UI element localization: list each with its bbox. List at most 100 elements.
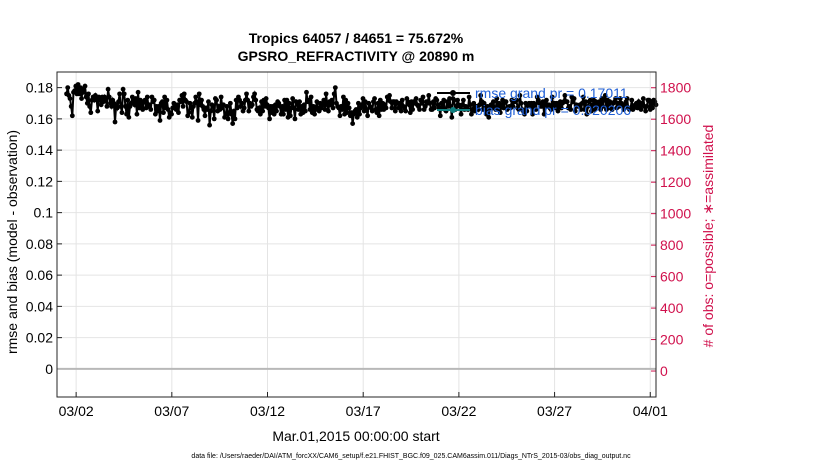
y-tick-label-right: 0	[660, 363, 668, 379]
series-point-rmse	[133, 96, 138, 101]
series-point-rmse	[281, 112, 286, 117]
y-tick-label-right: 600	[660, 269, 684, 285]
series-point-rmse	[338, 113, 343, 118]
series-point-rmse	[233, 116, 238, 121]
series-point-rmse	[641, 96, 646, 101]
series-point-rmse	[321, 98, 326, 103]
x-tick-label: 04/01	[633, 403, 668, 419]
series-point-rmse	[303, 109, 308, 114]
x-tick-label: 03/07	[154, 403, 189, 419]
series-point-rmse	[274, 109, 279, 114]
series-point-rmse	[148, 107, 153, 112]
series-point-rmse	[287, 101, 292, 106]
series-point-rmse	[242, 106, 247, 111]
series-point-rmse	[643, 109, 648, 114]
series-point-rmse	[160, 99, 165, 104]
series-point-rmse	[384, 106, 389, 111]
series-point-rmse	[260, 109, 265, 114]
series-point-rmse	[253, 98, 258, 103]
y-tick-label-left: 0.16	[26, 111, 53, 127]
series-point-rmse	[421, 95, 426, 100]
series-point-rmse	[211, 104, 216, 109]
series-point-rmse	[219, 95, 224, 100]
series-point-rmse	[387, 93, 392, 98]
chart-subtitle: GPSRO_REFRACTIVITY @ 20890 m	[238, 48, 475, 64]
series-point-rmse	[116, 99, 121, 104]
series-point-rmse	[346, 101, 351, 106]
series-point-rmse	[288, 113, 293, 118]
y-tick-label-right: 800	[660, 237, 684, 253]
series-point-rmse	[106, 87, 111, 92]
series-point-rmse	[461, 98, 466, 103]
series-point-rmse	[207, 123, 212, 128]
series-point-rmse	[331, 106, 336, 111]
series-point-rmse	[145, 95, 150, 100]
series-point-rmse	[326, 109, 331, 114]
series-point-rmse	[113, 120, 118, 125]
series-point-rmse	[304, 90, 309, 95]
series-point-rmse	[190, 115, 195, 120]
series-point-rmse	[132, 102, 137, 107]
y-tick-label-left: 0.06	[26, 267, 53, 283]
x-tick-label: 03/27	[537, 403, 572, 419]
series-point-rmse	[324, 91, 329, 96]
plot-background	[57, 72, 656, 397]
x-tick-label: 03/22	[441, 403, 476, 419]
legend-label: rmse grand pr = 0.17011	[475, 85, 628, 101]
series-point-rmse	[252, 91, 257, 96]
series-point-rmse	[283, 107, 288, 112]
series-point-rmse	[377, 113, 382, 118]
series-point-rmse	[77, 91, 82, 96]
series-point-rmse	[214, 98, 219, 103]
y-tick-label-left: 0	[45, 361, 53, 377]
series-point-rmse	[123, 104, 128, 109]
legend-marker	[450, 107, 456, 113]
series-point-rmse	[417, 107, 422, 112]
series-point-rmse	[291, 106, 296, 111]
series-point-rmse	[459, 112, 464, 117]
y-tick-label-left: 0.18	[26, 80, 53, 96]
figure: Tropics 64057 / 84651 = 75.672% GPSRO_RE…	[0, 0, 830, 470]
series-point-rmse	[267, 116, 272, 121]
series-point-rmse	[88, 110, 93, 115]
series-point-rmse	[297, 99, 302, 104]
y-tick-label-right: 1000	[660, 206, 691, 222]
y-axis-label-right: # of obs: o=possible; ∗=assimilated	[700, 125, 716, 348]
series-point-rmse	[212, 116, 217, 121]
series-point-rmse	[87, 104, 92, 109]
series-point-rmse	[438, 113, 443, 118]
series-point-rmse	[165, 98, 170, 103]
series-point-rmse	[293, 116, 298, 121]
series-point-rmse	[467, 95, 472, 100]
x-tick-label: 03/17	[346, 403, 381, 419]
series-point-rmse	[244, 91, 249, 96]
series-point-rmse	[449, 115, 454, 120]
series-point-rmse	[357, 112, 362, 117]
series-point-rmse	[197, 91, 202, 96]
series-point-rmse	[68, 96, 73, 101]
series-point-rmse	[95, 109, 100, 114]
series-point-rmse	[208, 109, 213, 114]
series-point-rmse	[136, 90, 141, 95]
series-point-rmse	[434, 98, 439, 103]
x-tick-label: 03/12	[250, 403, 285, 419]
series-point-rmse	[250, 102, 255, 107]
series-point-rmse	[83, 84, 88, 89]
y-tick-label-right: 1600	[660, 111, 691, 127]
x-axis-label: Mar.01,2015 00:00:00 start	[272, 428, 439, 444]
series-point-rmse	[312, 112, 317, 117]
y-tick-label-right: 1200	[660, 174, 691, 190]
series-point-rmse	[309, 95, 314, 100]
series-point-rmse	[329, 98, 334, 103]
series-point-rmse	[347, 106, 352, 111]
series-point-rmse	[152, 98, 157, 103]
series-point-rmse	[120, 110, 125, 115]
y-tick-label-right: 1800	[660, 80, 691, 96]
series-point-rmse	[70, 113, 75, 118]
y-tick-label-right: 200	[660, 332, 684, 348]
series-point-rmse	[161, 110, 166, 115]
legend-marker	[450, 90, 456, 96]
series-point-rmse	[333, 85, 338, 90]
y-tick-label-right: 1400	[660, 143, 691, 159]
series-point-rmse	[79, 96, 84, 101]
